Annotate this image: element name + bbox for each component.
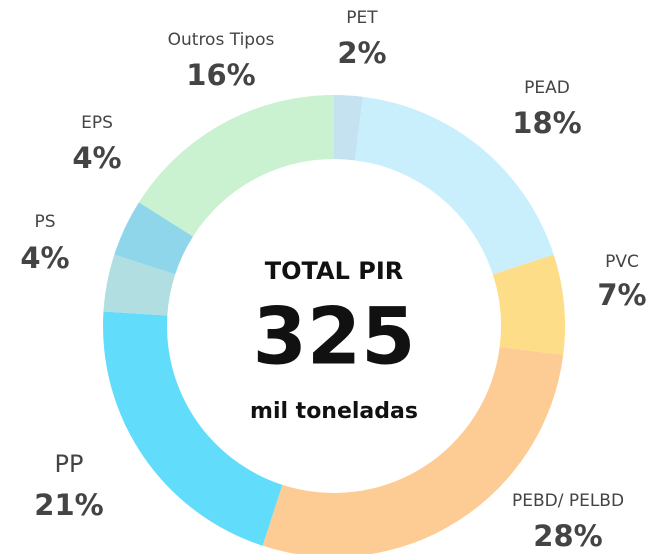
segment-percent: 18% (512, 106, 581, 140)
donut-segment (334, 95, 363, 161)
segment-name: PET (346, 8, 378, 28)
segment-name: PS (34, 212, 55, 232)
center-unit: mil toneladas (250, 399, 418, 424)
segment-name: PEAD (524, 78, 570, 98)
segment-percent: 7% (597, 278, 646, 312)
donut-segment (262, 346, 564, 554)
donut-segment (103, 254, 176, 316)
segment-percent: 21% (34, 488, 103, 522)
segment-name: EPS (81, 113, 113, 133)
segment-percent: 16% (186, 58, 255, 92)
segment-percent: 4% (72, 141, 121, 175)
segment-percent: 28% (533, 519, 602, 553)
donut-segment (492, 254, 565, 355)
segment-percent: 2% (337, 36, 386, 70)
donut-segment (114, 202, 193, 275)
donut-segment (138, 94, 334, 237)
donut-segment (103, 311, 283, 546)
segment-name: Outros Tipos (168, 30, 275, 50)
center-title: TOTAL PIR (265, 257, 404, 285)
segment-name: PVC (605, 252, 639, 272)
donut-segment (354, 96, 554, 275)
segment-name: PEBD/ PELBD (512, 491, 624, 511)
segment-percent: 4% (20, 241, 69, 275)
center-value: 325 (253, 292, 416, 382)
segment-name: PP (55, 450, 84, 478)
